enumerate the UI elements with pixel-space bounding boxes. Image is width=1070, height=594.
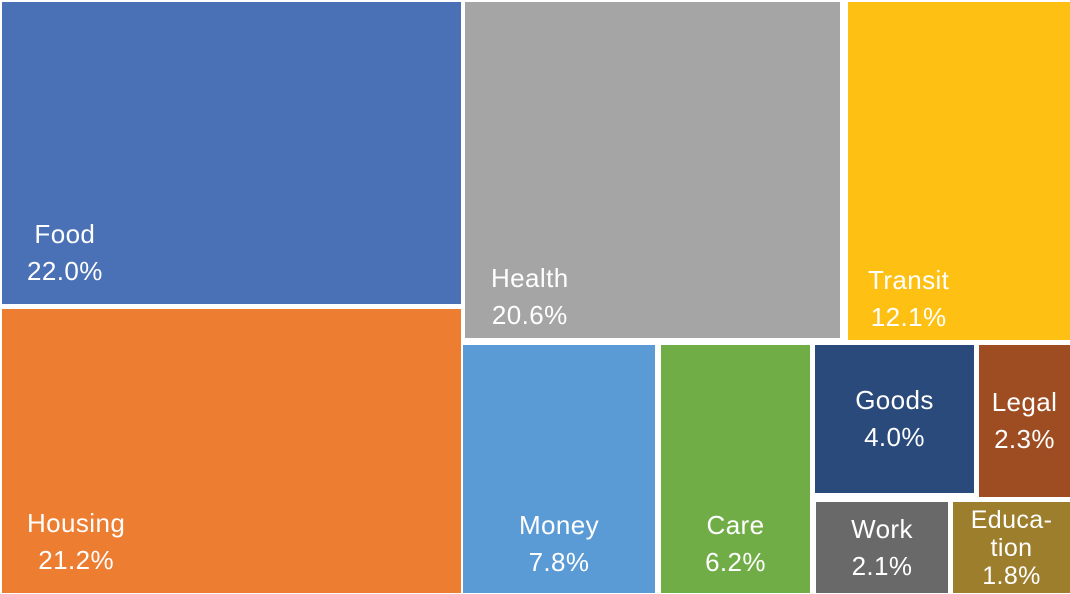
tile-text-line: 2.3% xyxy=(994,424,1055,454)
tile-text-line: Goods xyxy=(855,385,934,415)
tile-text-line: 21.2% xyxy=(38,545,114,575)
tile-text-line: 12.1% xyxy=(870,302,947,332)
tile-text-line: Educa- xyxy=(970,505,1053,534)
tile-label-education: Educa-tion 1.8% xyxy=(953,506,1070,590)
tile-text-line: 2.1% xyxy=(851,550,913,581)
treemap-tile-food: Food 22.0% xyxy=(2,2,461,304)
tile-text-line: Care xyxy=(706,510,765,540)
tile-text-line: 1.8% xyxy=(982,561,1041,590)
tile-text-line: Work xyxy=(851,513,913,544)
tile-text-line: 4.0% xyxy=(864,422,925,452)
treemap-tile-health: Health 20.6% xyxy=(465,2,840,338)
tile-label-work: Work 2.1% xyxy=(816,511,948,585)
tile-text-line: Housing xyxy=(27,508,126,538)
tile-label-housing: Housing 21.2% xyxy=(27,505,125,579)
tile-label-goods: Goods 4.0% xyxy=(815,382,974,456)
treemap-tile-transit: Transit 12.1% xyxy=(848,2,1070,340)
treemap-tile-housing: Housing 21.2% xyxy=(2,309,461,593)
tile-text-line: Transit xyxy=(868,265,950,295)
tile-label-transit: Transit 12.1% xyxy=(868,262,949,336)
tile-label-money: Money 7.8% xyxy=(463,507,655,581)
tile-text-line: tion xyxy=(990,533,1033,562)
treemap-tile-care: Care 6.2% xyxy=(661,345,810,593)
treemap-tile-goods: Goods 4.0% xyxy=(815,345,974,493)
tile-text-line: 20.6% xyxy=(491,300,568,330)
tile-text-line: 6.2% xyxy=(705,547,766,577)
tile-text-line: 22.0% xyxy=(27,256,103,286)
tile-label-legal: Legal 2.3% xyxy=(979,384,1070,458)
tile-text-line: Health xyxy=(491,263,569,293)
treemap-tile-legal: Legal 2.3% xyxy=(979,345,1070,497)
treemap-tile-money: Money 7.8% xyxy=(463,345,655,593)
treemap-tile-work: Work 2.1% xyxy=(816,502,948,593)
tile-text-line: Food xyxy=(34,219,96,249)
tile-label-care: Care 6.2% xyxy=(661,507,810,581)
treemap-tile-education: Educa-tion 1.8% xyxy=(953,502,1070,593)
tile-text-line: Money xyxy=(518,510,600,540)
tile-text-line: 7.8% xyxy=(528,547,590,577)
tile-text-line: Legal xyxy=(991,387,1058,417)
tile-label-health: Health 20.6% xyxy=(491,260,569,334)
tile-label-food: Food 22.0% xyxy=(27,216,103,290)
